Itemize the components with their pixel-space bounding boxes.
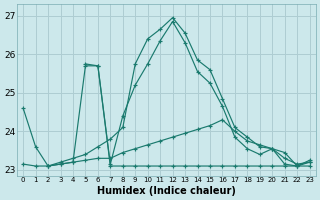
X-axis label: Humidex (Indice chaleur): Humidex (Indice chaleur): [97, 186, 236, 196]
